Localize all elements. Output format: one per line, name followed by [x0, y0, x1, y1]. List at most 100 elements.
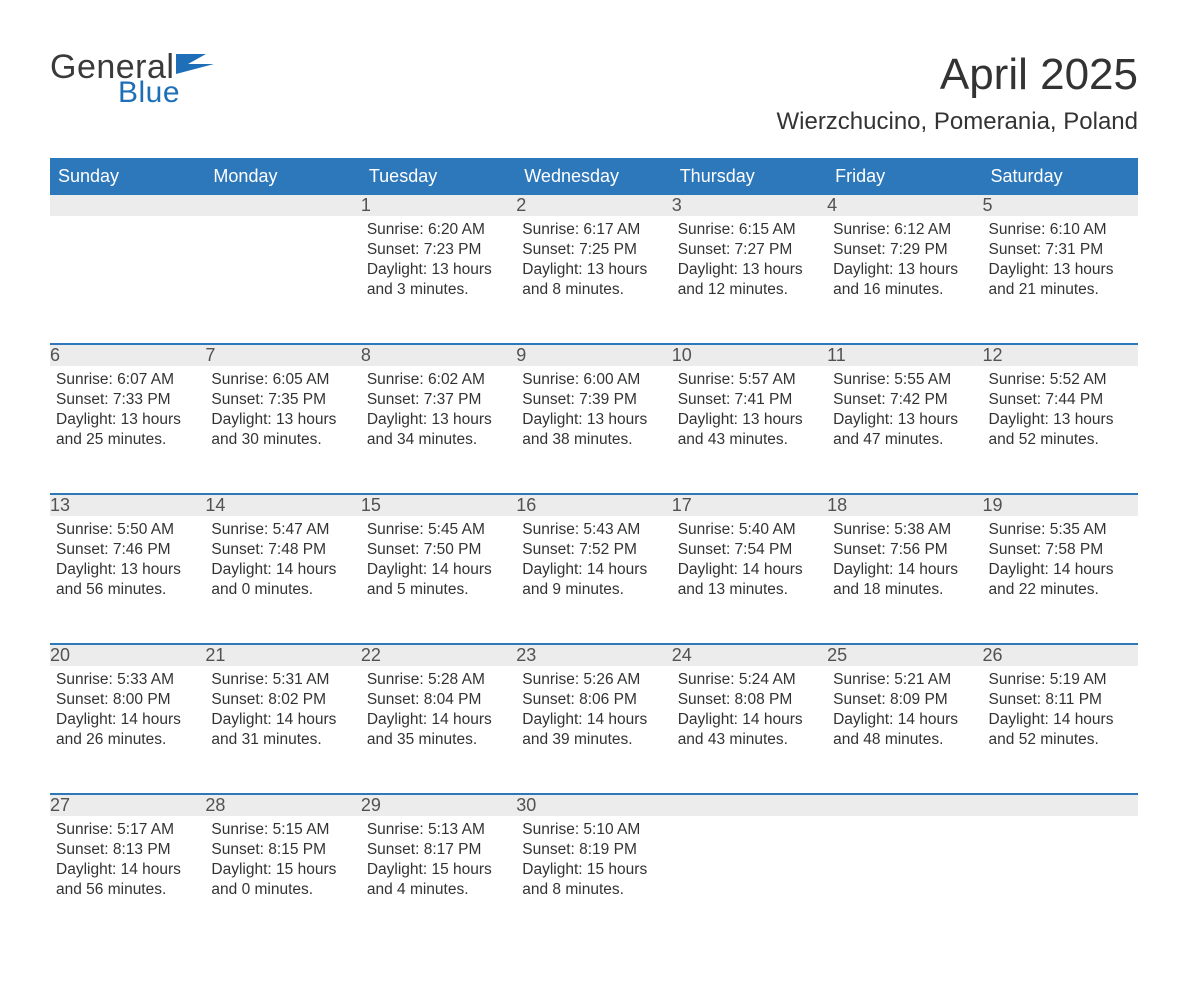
daylight-line-2: and 0 minutes. [211, 880, 354, 900]
daylight-line-2: and 30 minutes. [211, 430, 354, 450]
daylight-line-2: and 13 minutes. [678, 580, 821, 600]
sunrise-line: Sunrise: 5:43 AM [522, 520, 665, 540]
daylight-line-2: and 48 minutes. [833, 730, 976, 750]
daylight-line-1: Daylight: 14 hours [989, 560, 1132, 580]
day-cell: Sunrise: 6:07 AMSunset: 7:33 PMDaylight:… [50, 366, 205, 494]
sunset-line: Sunset: 7:52 PM [522, 540, 665, 560]
daylight-line-2: and 43 minutes. [678, 430, 821, 450]
sunrise-line: Sunrise: 6:15 AM [678, 220, 821, 240]
sunset-line: Sunset: 7:56 PM [833, 540, 976, 560]
day-number: 29 [361, 794, 516, 816]
daylight-line-1: Daylight: 14 hours [989, 710, 1132, 730]
day-number: 16 [516, 494, 671, 516]
week-data-row: Sunrise: 5:50 AMSunset: 7:46 PMDaylight:… [50, 516, 1138, 644]
day-number: 26 [983, 644, 1138, 666]
day-data: Sunrise: 5:15 AMSunset: 8:15 PMDaylight:… [205, 816, 360, 909]
day-number: 10 [672, 344, 827, 366]
sunset-line: Sunset: 7:42 PM [833, 390, 976, 410]
day-cell: Sunrise: 5:50 AMSunset: 7:46 PMDaylight:… [50, 516, 205, 644]
daylight-line-1: Daylight: 14 hours [367, 560, 510, 580]
empty-day-cell [50, 216, 205, 344]
sunrise-line: Sunrise: 5:26 AM [522, 670, 665, 690]
daylight-line-2: and 22 minutes. [989, 580, 1132, 600]
day-data: Sunrise: 5:52 AMSunset: 7:44 PMDaylight:… [983, 366, 1138, 459]
sunset-line: Sunset: 7:41 PM [678, 390, 821, 410]
day-number: 21 [205, 644, 360, 666]
day-number: 7 [205, 344, 360, 366]
day-cell: Sunrise: 5:19 AMSunset: 8:11 PMDaylight:… [983, 666, 1138, 794]
sunset-line: Sunset: 7:29 PM [833, 240, 976, 260]
daylight-line-1: Daylight: 14 hours [367, 710, 510, 730]
week-daynum-row: 13141516171819 [50, 494, 1138, 516]
sunset-line: Sunset: 8:06 PM [522, 690, 665, 710]
day-number: 2 [516, 194, 671, 216]
day-cell: Sunrise: 5:10 AMSunset: 8:19 PMDaylight:… [516, 816, 671, 944]
sunrise-line: Sunrise: 5:19 AM [989, 670, 1132, 690]
week-data-row: Sunrise: 5:17 AMSunset: 8:13 PMDaylight:… [50, 816, 1138, 944]
day-cell: Sunrise: 6:10 AMSunset: 7:31 PMDaylight:… [983, 216, 1138, 344]
day-cell: Sunrise: 6:12 AMSunset: 7:29 PMDaylight:… [827, 216, 982, 344]
day-data: Sunrise: 6:07 AMSunset: 7:33 PMDaylight:… [50, 366, 205, 459]
week-daynum-row: 6789101112 [50, 344, 1138, 366]
day-data: Sunrise: 5:50 AMSunset: 7:46 PMDaylight:… [50, 516, 205, 609]
daylight-line-2: and 21 minutes. [989, 280, 1132, 300]
week-daynum-row: 12345 [50, 194, 1138, 216]
sunrise-line: Sunrise: 6:12 AM [833, 220, 976, 240]
day-cell: Sunrise: 6:05 AMSunset: 7:35 PMDaylight:… [205, 366, 360, 494]
daylight-line-1: Daylight: 13 hours [522, 260, 665, 280]
sunrise-line: Sunrise: 5:57 AM [678, 370, 821, 390]
day-cell: Sunrise: 5:24 AMSunset: 8:08 PMDaylight:… [672, 666, 827, 794]
daylight-line-2: and 25 minutes. [56, 430, 199, 450]
sunrise-line: Sunrise: 5:45 AM [367, 520, 510, 540]
daylight-line-2: and 56 minutes. [56, 580, 199, 600]
sunrise-line: Sunrise: 6:07 AM [56, 370, 199, 390]
day-data: Sunrise: 6:10 AMSunset: 7:31 PMDaylight:… [983, 216, 1138, 309]
month-title: April 2025 [776, 50, 1138, 100]
sunset-line: Sunset: 7:48 PM [211, 540, 354, 560]
day-data: Sunrise: 5:28 AMSunset: 8:04 PMDaylight:… [361, 666, 516, 759]
day-number: 20 [50, 644, 205, 666]
sunset-line: Sunset: 8:17 PM [367, 840, 510, 860]
sunset-line: Sunset: 7:37 PM [367, 390, 510, 410]
week-daynum-row: 20212223242526 [50, 644, 1138, 666]
day-number: 5 [983, 194, 1138, 216]
day-number: 9 [516, 344, 671, 366]
day-data: Sunrise: 5:21 AMSunset: 8:09 PMDaylight:… [827, 666, 982, 759]
day-header: Monday [205, 159, 360, 194]
sunrise-line: Sunrise: 6:05 AM [211, 370, 354, 390]
sunrise-line: Sunrise: 5:40 AM [678, 520, 821, 540]
week-data-row: Sunrise: 6:20 AMSunset: 7:23 PMDaylight:… [50, 216, 1138, 344]
daylight-line-2: and 38 minutes. [522, 430, 665, 450]
day-cell: Sunrise: 5:17 AMSunset: 8:13 PMDaylight:… [50, 816, 205, 944]
sunset-line: Sunset: 7:54 PM [678, 540, 821, 560]
day-data: Sunrise: 5:24 AMSunset: 8:08 PMDaylight:… [672, 666, 827, 759]
sunrise-line: Sunrise: 5:24 AM [678, 670, 821, 690]
week-data-row: Sunrise: 6:07 AMSunset: 7:33 PMDaylight:… [50, 366, 1138, 494]
sunset-line: Sunset: 8:19 PM [522, 840, 665, 860]
day-data: Sunrise: 5:40 AMSunset: 7:54 PMDaylight:… [672, 516, 827, 609]
daylight-line-1: Daylight: 13 hours [989, 410, 1132, 430]
sunrise-line: Sunrise: 5:31 AM [211, 670, 354, 690]
sunrise-line: Sunrise: 5:33 AM [56, 670, 199, 690]
sunrise-line: Sunrise: 5:55 AM [833, 370, 976, 390]
daylight-line-1: Daylight: 13 hours [833, 410, 976, 430]
sunrise-line: Sunrise: 5:17 AM [56, 820, 199, 840]
sunset-line: Sunset: 7:33 PM [56, 390, 199, 410]
daylight-line-1: Daylight: 13 hours [56, 410, 199, 430]
sunset-line: Sunset: 7:50 PM [367, 540, 510, 560]
day-number: 19 [983, 494, 1138, 516]
daylight-line-1: Daylight: 13 hours [678, 410, 821, 430]
day-cell: Sunrise: 5:13 AMSunset: 8:17 PMDaylight:… [361, 816, 516, 944]
sunset-line: Sunset: 8:02 PM [211, 690, 354, 710]
day-cell: Sunrise: 5:33 AMSunset: 8:00 PMDaylight:… [50, 666, 205, 794]
sunset-line: Sunset: 7:23 PM [367, 240, 510, 260]
day-data: Sunrise: 5:57 AMSunset: 7:41 PMDaylight:… [672, 366, 827, 459]
day-number: 17 [672, 494, 827, 516]
day-cell: Sunrise: 5:40 AMSunset: 7:54 PMDaylight:… [672, 516, 827, 644]
daylight-line-1: Daylight: 14 hours [678, 710, 821, 730]
location-subtitle: Wierzchucino, Pomerania, Poland [776, 108, 1138, 136]
sunrise-line: Sunrise: 6:02 AM [367, 370, 510, 390]
day-number: 6 [50, 344, 205, 366]
day-header: Wednesday [516, 159, 671, 194]
day-header: Friday [827, 159, 982, 194]
